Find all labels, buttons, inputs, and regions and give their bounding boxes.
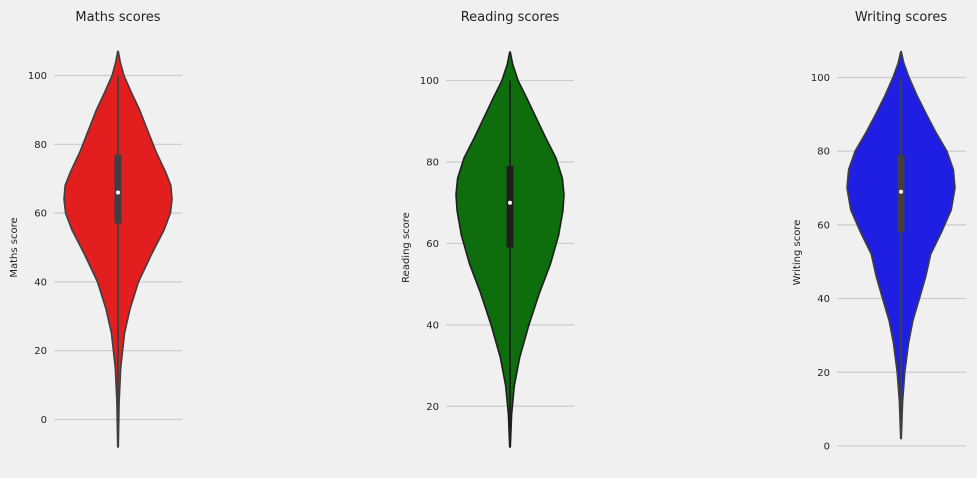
violin-iqr-box bbox=[114, 154, 122, 224]
y-tick-label: 0 bbox=[824, 441, 830, 452]
violin-iqr-box bbox=[506, 166, 514, 248]
y-tick-label: 40 bbox=[34, 277, 47, 288]
y-tick-label: 40 bbox=[426, 320, 439, 331]
violin-panel-2: 20 40 60 80 100 Reading scores Reading score bbox=[401, 10, 574, 448]
y-tick-label: 80 bbox=[34, 140, 47, 151]
y-tick-label: 80 bbox=[426, 158, 439, 169]
y-tick-label: 20 bbox=[34, 346, 47, 357]
y-tick-label: 0 bbox=[41, 415, 47, 426]
y-tick-label: 40 bbox=[817, 294, 830, 305]
y-tick-label: 60 bbox=[817, 220, 830, 231]
y-axis-label: Reading score bbox=[401, 212, 412, 283]
y-tick-label: 80 bbox=[817, 147, 830, 158]
y-tick-label: 100 bbox=[420, 76, 439, 87]
violin-median-dot bbox=[116, 190, 120, 195]
chart-title: Writing scores bbox=[855, 10, 947, 25]
y-tick-label: 60 bbox=[34, 209, 47, 220]
violin-median-dot bbox=[899, 189, 903, 194]
chart-title: Maths scores bbox=[75, 10, 160, 25]
y-tick-label: 20 bbox=[426, 402, 439, 413]
violin-median-dot bbox=[508, 200, 512, 205]
violin-panel-1: 0 20 40 60 80 100 Maths scores Maths score bbox=[9, 10, 182, 448]
y-tick-label: 100 bbox=[811, 73, 830, 84]
y-tick-label: 100 bbox=[28, 71, 47, 82]
chart-title: Reading scores bbox=[461, 10, 560, 25]
y-axis-label: Writing score bbox=[792, 220, 803, 286]
y-axis-label: Maths score bbox=[9, 217, 20, 277]
y-tick-label: 20 bbox=[817, 368, 830, 379]
violin-panel-3: 0 20 40 60 80 100 Writing scores Writing score bbox=[792, 10, 966, 452]
y-tick-label: 60 bbox=[426, 239, 439, 250]
